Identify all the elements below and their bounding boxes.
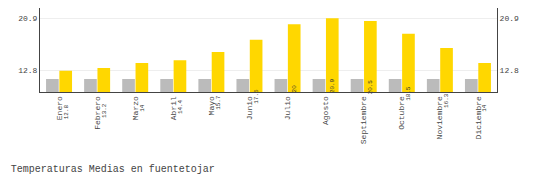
svg-text:14: 14 [139, 104, 146, 112]
svg-text:Octubre: Octubre [397, 96, 406, 130]
svg-text:17.6: 17.6 [253, 89, 260, 104]
svg-text:20: 20 [291, 85, 298, 93]
svg-text:18.5: 18.5 [405, 86, 412, 101]
svg-text:20.9: 20.9 [329, 78, 336, 93]
svg-text:Diciembre: Diciembre [474, 96, 483, 139]
svg-text:14: 14 [481, 104, 488, 112]
svg-text:Agosto: Agosto [321, 96, 330, 125]
svg-text:12.8: 12.8 [63, 105, 70, 120]
svg-text:14.4: 14.4 [177, 99, 184, 114]
svg-text:Temperaturas Medias en fuentet: Temperaturas Medias en fuentetojar [11, 164, 215, 174]
svg-text:Julio: Julio [283, 96, 292, 120]
svg-text:Marzo: Marzo [131, 96, 140, 120]
svg-text:12.8: 12.8 [500, 66, 519, 75]
svg-text:Mayo: Mayo [207, 96, 216, 115]
svg-text:Junio: Junio [245, 96, 254, 120]
svg-text:16.3: 16.3 [443, 93, 450, 108]
svg-text:12.8: 12.8 [18, 66, 37, 75]
svg-text:20.9: 20.9 [18, 14, 37, 23]
svg-text:20.9: 20.9 [500, 14, 519, 23]
svg-text:Septiembre: Septiembre [359, 96, 368, 144]
svg-text:13.2: 13.2 [101, 103, 108, 118]
svg-text:Enero: Enero [55, 96, 64, 120]
svg-text:Noviembre: Noviembre [435, 96, 444, 139]
svg-text:20.5: 20.5 [367, 80, 374, 95]
svg-text:15.7: 15.7 [215, 95, 222, 110]
svg-text:Febrero: Febrero [93, 96, 102, 130]
svg-text:Abril: Abril [169, 96, 178, 120]
